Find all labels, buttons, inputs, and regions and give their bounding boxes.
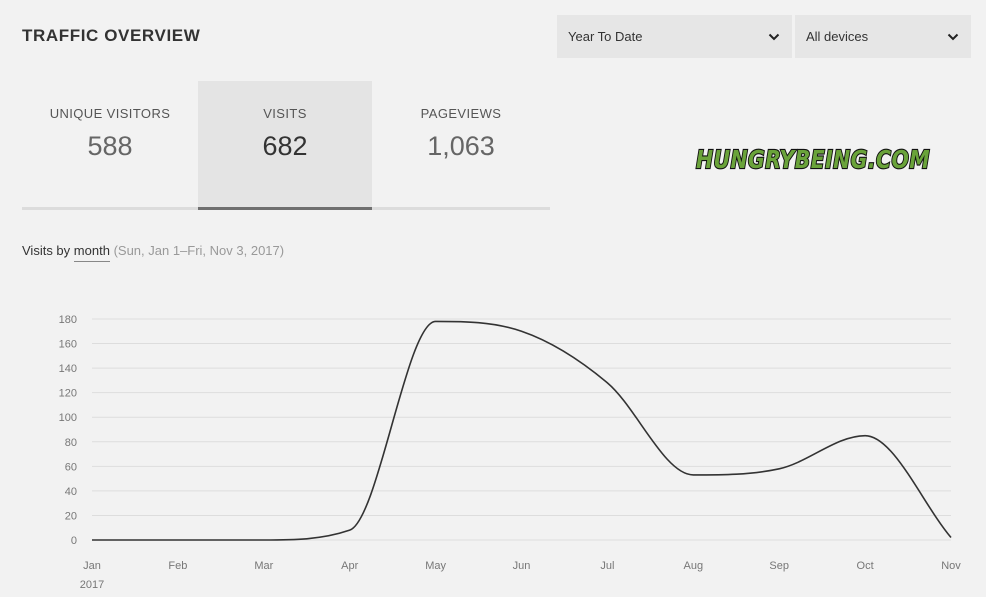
- chevron-down-icon: [946, 30, 960, 44]
- metric-tabs: UNIQUE VISITORS 588 VISITS 682 PAGEVIEWS…: [22, 81, 550, 210]
- y-tick-label: 100: [59, 412, 77, 424]
- tab-visits[interactable]: VISITS 682: [198, 81, 372, 207]
- visits-line-chart: 0 20 40 60 80 100 120 140 160 180 Jan Feb Mar Apr May J…: [59, 314, 962, 591]
- metric-label: VISITS: [263, 106, 307, 121]
- date-range-text: (Sun, Jan 1–Fri, Nov 3, 2017): [113, 243, 285, 258]
- y-tick-label: 40: [65, 486, 77, 498]
- date-range-dropdown[interactable]: Year To Date: [557, 15, 792, 58]
- visits-series-line: [92, 320, 952, 541]
- logo-text: HUNGRYBEING.COM: [696, 145, 930, 174]
- subtitle-prefix: Visits by: [22, 243, 71, 258]
- y-tick-label: 60: [65, 461, 77, 473]
- y-tick-label: 80: [65, 437, 77, 449]
- chevron-down-icon: [767, 30, 781, 44]
- period-selector-link[interactable]: month: [73, 243, 110, 262]
- x-tick-label: Feb: [168, 560, 187, 572]
- x-year-label: 2017: [80, 579, 104, 591]
- x-tick-label: Aug: [684, 560, 704, 572]
- y-tick-label: 140: [59, 363, 77, 375]
- x-tick-label: Jul: [600, 560, 614, 572]
- y-tick-label: 0: [71, 535, 77, 547]
- metric-value: 682: [262, 131, 308, 161]
- metric-label: PAGEVIEWS: [420, 106, 502, 121]
- chart-subtitle: Visits by month (Sun, Jan 1–Fri, Nov 3, …: [22, 243, 285, 262]
- x-tick-label: Oct: [857, 560, 874, 572]
- hungrybeing-logo: HUNGRYBEING.COM: [694, 141, 934, 182]
- metric-value: 588: [87, 131, 133, 161]
- device-filter-dropdown[interactable]: All devices: [795, 15, 971, 58]
- x-tick-label: Mar: [254, 560, 273, 572]
- device-filter-value: All devices: [806, 29, 869, 44]
- y-tick-label: 180: [59, 314, 77, 326]
- x-tick-label: May: [425, 560, 446, 572]
- x-tick-label: Jan: [83, 560, 101, 572]
- tab-pageviews[interactable]: PAGEVIEWS 1,063: [372, 81, 550, 207]
- y-tick-label: 120: [59, 388, 77, 400]
- metric-value: 1,063: [427, 131, 495, 161]
- x-tick-label: Sep: [769, 560, 789, 572]
- x-tick-label: Apr: [341, 560, 358, 572]
- y-tick-label: 20: [65, 510, 77, 522]
- metric-label: UNIQUE VISITORS: [49, 106, 171, 121]
- date-range-value: Year To Date: [568, 29, 643, 44]
- page-title: TRAFFIC OVERVIEW: [22, 26, 201, 45]
- active-tab-indicator: [198, 207, 372, 210]
- x-tick-label: Jun: [513, 560, 531, 572]
- tab-unique-visitors[interactable]: UNIQUE VISITORS 588: [22, 81, 198, 207]
- y-tick-label: 160: [59, 339, 77, 351]
- x-tick-label: Nov: [941, 560, 961, 572]
